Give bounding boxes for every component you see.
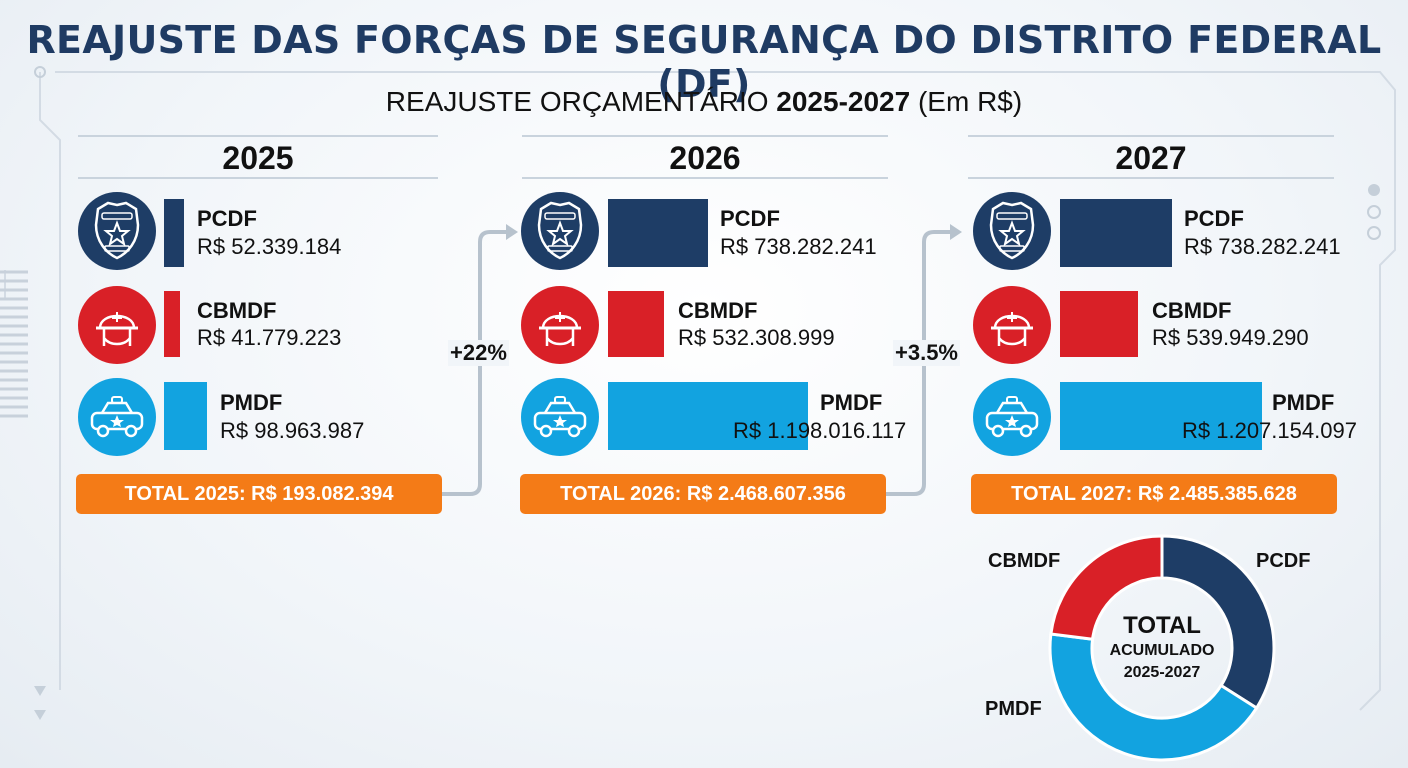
page-title: REAJUSTE DAS FORÇAS DE SEGURANÇA DO DIST… [26,18,1382,106]
label-value-2025-pcdf: R$ 52.339.184 [197,234,342,259]
donut-center-label: TOTAL ACUMULADO 2025-2027 [1092,612,1232,684]
label-name-2025-pmdf: PMDF [220,390,283,415]
label-value-2027-pcdf: R$ 738.282.241 [1184,234,1341,259]
bar-2027-pmdf [1060,382,1262,450]
donut-label-pmdf: PMDF [985,698,1042,720]
donut-center-line1: TOTAL [1123,612,1201,639]
bar-2027-cbmdf [1060,291,1138,357]
label-value-2025-pmdf: R$ 98.963.987 [220,418,365,443]
subtitle-prefix: REAJUSTE ORÇAMENTÁRIO [385,86,777,117]
label-name-2027-pcdf: PCDF [1184,206,1244,231]
bar-2026-pmdf [608,382,808,450]
label-value-2026-pmdf: R$ 1.198.016.117 [733,418,907,443]
label-value-2026-cbmdf: R$ 532.308.999 [678,325,835,350]
label-name-2027-pmdf: PMDF [1272,390,1335,415]
growth-label-2026: +22% [448,340,509,366]
label-name-2027-cbmdf: CBMDF [1152,298,1232,323]
label-value-2027-cbmdf: R$ 539.949.290 [1152,325,1309,350]
label-value-2027-pmdf: R$ 1.207.154.097 [1182,418,1357,443]
police-car-icon [521,378,599,456]
police-car-icon [973,378,1051,456]
police-badge-icon [521,192,599,270]
growth-label-2027: +3.5% [893,340,960,366]
donut-slice-cbmdf [1049,534,1164,641]
firefighter-helmet-icon [521,286,599,364]
bar-2026-cbmdf [608,291,664,357]
bar-2025-pmdf [164,382,207,450]
label-value-2026-pcdf: R$ 738.282.241 [720,234,877,259]
year-header-2025: 2025 [78,135,438,179]
donut-center-line3: 2025-2027 [1123,664,1201,681]
bar-2025-cbmdf [164,291,180,357]
bar-2026-pcdf [608,199,708,267]
donut-label-cbmdf: CBMDF [988,550,1061,572]
subtitle-years: 2025-2027 [776,86,911,117]
total-2027: TOTAL 2027: R$ 2.485.385.628 [971,474,1337,514]
label-name-2026-cbmdf: CBMDF [678,298,758,323]
police-car-icon [78,378,156,456]
label-value-2025-cbmdf: R$ 41.779.223 [197,325,342,350]
firefighter-helmet-icon [78,286,156,364]
label-name-2025-pcdf: PCDF [197,206,257,231]
bar-2025-pcdf [164,199,184,267]
subtitle-suffix: (Em R$) [910,86,1023,117]
firefighter-helmet-icon [973,286,1051,364]
year-header-2027: 2027 [968,135,1334,179]
bar-2027-pcdf [1060,199,1172,267]
police-badge-icon [78,192,156,270]
donut-chart [1048,534,1276,762]
donut-center-line2: ACUMULADO [1109,642,1215,659]
label-name-2025-cbmdf: CBMDF [197,298,277,323]
police-badge-icon [973,192,1051,270]
donut-slice-pmdf [1048,632,1259,762]
page-subtitle: REAJUSTE ORÇAMENTÁRIO 2025-2027 (Em R$) [0,86,1408,118]
total-2025: TOTAL 2025: R$ 193.082.394 [76,474,442,514]
year-header-2026: 2026 [522,135,888,179]
donut-label-pcdf: PCDF [1256,550,1311,572]
label-name-2026-pcdf: PCDF [720,206,780,231]
donut-slice-pcdf [1160,534,1276,711]
label-name-2026-pmdf: PMDF [820,390,883,415]
total-2026: TOTAL 2026: R$ 2.468.607.356 [520,474,886,514]
